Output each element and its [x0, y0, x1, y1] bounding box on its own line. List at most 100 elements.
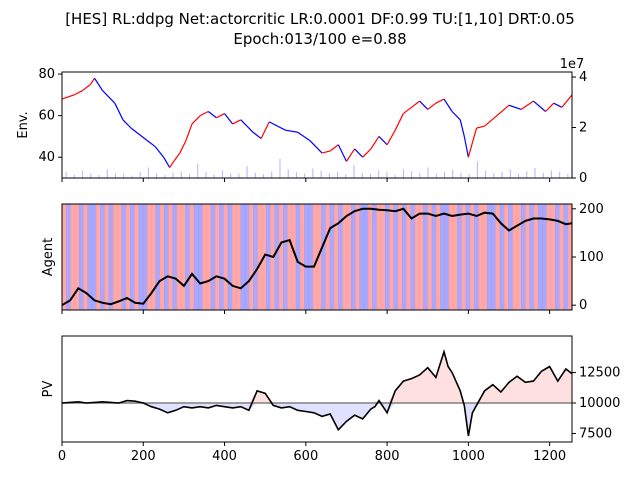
action-band — [431, 204, 437, 310]
action-band — [555, 204, 560, 310]
action-band — [427, 204, 433, 310]
action-band — [308, 204, 314, 310]
action-band — [125, 204, 131, 310]
pv-ylabel: PV — [41, 381, 56, 398]
action-band — [168, 204, 174, 310]
pv-portfolio-line — [61, 348, 573, 437]
action-band — [142, 204, 148, 310]
action-band — [440, 204, 446, 310]
action-band — [121, 204, 127, 310]
env-price-lines — [61, 77, 573, 168]
env-y2-offset: 1e7 — [560, 57, 585, 72]
price-segment — [508, 104, 522, 110]
agent-ytick-label: 0 — [579, 298, 587, 313]
action-band — [155, 204, 161, 310]
env-y2tick-label: 4 — [579, 70, 587, 85]
action-band — [206, 204, 212, 310]
price-segment — [402, 106, 412, 115]
price-segment — [94, 77, 104, 92]
action-band — [317, 204, 322, 310]
price-segment — [354, 148, 364, 158]
price-segment — [484, 115, 498, 127]
pv-xtick-label: 600 — [293, 449, 318, 464]
action-band — [304, 204, 310, 310]
pv-fill-areas — [62, 351, 572, 436]
action-band — [91, 204, 97, 310]
env-ytick-label: 60 — [38, 109, 55, 124]
action-band — [295, 204, 301, 310]
price-segment — [297, 131, 311, 142]
action-band — [151, 204, 157, 310]
shared-x-ticks — [61, 178, 551, 314]
action-band — [227, 204, 233, 310]
action-band — [74, 204, 80, 310]
action-band — [193, 204, 199, 310]
action-band — [461, 204, 467, 310]
price-segment — [496, 104, 510, 117]
action-band — [359, 204, 365, 310]
price-segment — [329, 144, 339, 152]
action-band — [189, 204, 195, 310]
price-segment — [345, 148, 356, 162]
pv-path — [61, 348, 573, 437]
action-band — [512, 204, 518, 310]
action-band — [372, 204, 378, 310]
price-segment — [191, 115, 201, 125]
action-band — [198, 204, 203, 310]
pv-xtick-label: 800 — [375, 449, 400, 464]
action-band — [147, 204, 152, 310]
pv-ytick-label: 10000 — [579, 396, 620, 411]
env-y2tick-label: 2 — [579, 121, 587, 136]
action-band — [465, 204, 471, 310]
action-band — [542, 204, 548, 310]
action-band — [410, 204, 416, 310]
action-band — [380, 204, 386, 310]
price-segment — [419, 100, 429, 110]
action-band — [397, 204, 403, 310]
pv-y-axis: 7500 10000 12500 — [572, 366, 620, 441]
action-band — [176, 204, 182, 310]
action-band — [312, 204, 318, 310]
price-segment — [561, 94, 573, 108]
price-segment — [179, 140, 187, 154]
price-segment — [533, 100, 546, 112]
price-segment — [362, 148, 372, 158]
price-segment — [467, 127, 478, 158]
action-band — [436, 204, 441, 310]
pv-ytick-label: 7500 — [579, 426, 612, 441]
action-band — [87, 204, 93, 310]
action-band — [508, 204, 514, 310]
action-band — [546, 204, 552, 310]
action-band — [499, 204, 505, 310]
price-segment — [285, 129, 298, 133]
action-band — [104, 204, 110, 310]
action-band — [113, 204, 118, 310]
agent-ylabel: Agent — [41, 238, 56, 276]
action-band — [185, 204, 191, 310]
price-segment — [370, 136, 380, 150]
action-band — [219, 204, 225, 310]
action-band — [283, 204, 288, 310]
pv-loss-area — [62, 403, 572, 436]
action-band — [244, 204, 250, 310]
env-plot-area — [62, 72, 572, 178]
price-segment — [89, 77, 96, 85]
pv-gain-area — [62, 351, 572, 404]
price-segment — [240, 119, 254, 133]
price-segment — [185, 123, 193, 141]
action-band — [215, 204, 220, 310]
action-band — [495, 204, 501, 310]
price-segment — [207, 111, 217, 119]
action-band — [274, 204, 280, 310]
action-band — [559, 204, 565, 310]
env-y2-axis: 0 2 4 — [572, 70, 587, 186]
action-band — [538, 204, 543, 310]
price-segment — [463, 136, 469, 158]
env-panel: 40 60 80 0 2 4 Env. 1e7 — [16, 57, 587, 186]
action-band — [406, 204, 412, 310]
position-path — [61, 207, 573, 307]
price-segment — [337, 144, 348, 162]
action-band — [393, 204, 399, 310]
price-segment — [427, 102, 437, 110]
